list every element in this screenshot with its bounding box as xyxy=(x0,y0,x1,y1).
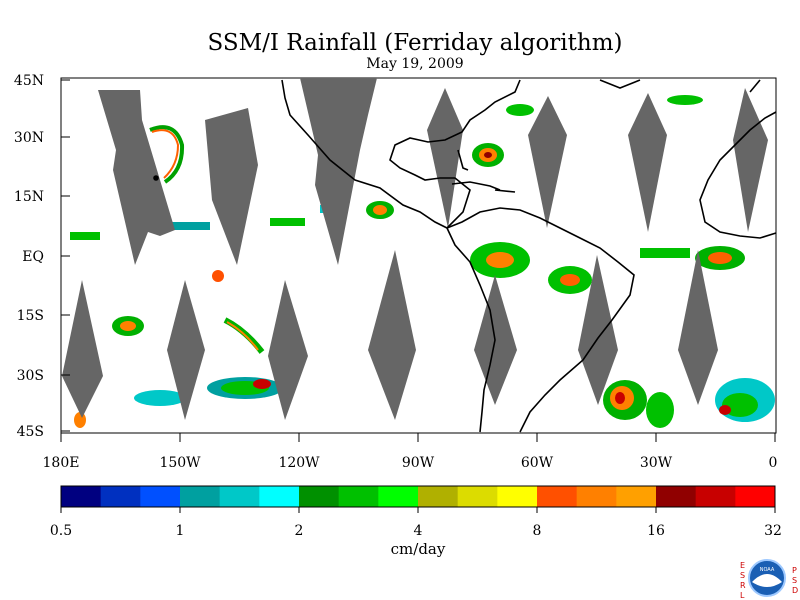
colorbar-swatch xyxy=(338,486,379,507)
colorbar-swatch xyxy=(576,486,617,507)
logo-letter: P xyxy=(792,566,797,575)
map-date: May 19, 2009 xyxy=(366,56,464,72)
colorbar-swatch xyxy=(418,486,459,507)
axis-ticks xyxy=(60,79,776,442)
colorbar-swatch xyxy=(61,486,102,507)
logo-letter: L xyxy=(740,591,745,600)
lat-label-45s: 45S xyxy=(16,424,44,440)
logo-letter: E xyxy=(740,561,745,570)
colorbar-label: 32 xyxy=(764,523,782,539)
colorbar-swatch xyxy=(180,486,221,507)
lat-label-30s: 30S xyxy=(16,368,44,384)
lat-label-15s: 15S xyxy=(16,308,44,324)
colorbar-swatch xyxy=(140,486,181,507)
coastlines xyxy=(153,79,777,433)
colorbar-label: 1 xyxy=(175,523,185,539)
lon-label-150w: 150W xyxy=(159,455,201,471)
swath-gaps xyxy=(62,78,768,420)
logo-letter: R xyxy=(740,581,746,590)
lat-label-30n: 30N xyxy=(13,130,44,146)
colorbar-label: 2 xyxy=(294,523,304,539)
lon-label-120w: 120W xyxy=(278,455,320,471)
colorbar-swatch xyxy=(537,486,578,507)
colorbar-swatch xyxy=(497,486,538,507)
noaa-bird xyxy=(752,574,782,587)
lon-label-0: 0 xyxy=(768,455,778,471)
colorbar-swatch xyxy=(695,486,736,507)
colorbar-swatch xyxy=(457,486,498,507)
colorbar-unit: cm/day xyxy=(390,540,446,558)
lon-label-90w: 90W xyxy=(401,455,435,471)
logo-letter: S xyxy=(740,571,745,580)
colorbar-label: 16 xyxy=(647,523,665,539)
colorbar-swatch xyxy=(100,486,141,507)
colorbar-swatch xyxy=(616,486,657,507)
colorbar-swatch xyxy=(735,486,776,507)
logo-letter: S xyxy=(792,576,797,585)
colorbar-label: 8 xyxy=(532,523,542,539)
lat-label-15n: 15N xyxy=(13,189,44,205)
lat-label-eq: EQ xyxy=(22,249,44,265)
colorbar-swatch xyxy=(299,486,340,507)
lat-label-45n: 45N xyxy=(13,73,44,89)
noaa-logo: E S R L NOAA P S D xyxy=(740,559,798,600)
colorbar-label: 4 xyxy=(413,523,423,539)
lon-label-30w: 30W xyxy=(639,455,673,471)
colorbar-label: 0.5 xyxy=(49,523,73,539)
colorbar-swatch xyxy=(656,486,697,507)
colorbar-swatch xyxy=(219,486,260,507)
rain-patches xyxy=(70,95,775,428)
noaa-text: NOAA xyxy=(760,567,775,573)
colorbar-swatch xyxy=(378,486,419,507)
colorbar-swatch xyxy=(259,486,300,507)
colorbar xyxy=(60,485,776,513)
lon-label-60w: 60W xyxy=(520,455,554,471)
map-title: SSM/I Rainfall (Ferriday algorithm) xyxy=(207,30,623,56)
logo-letter: D xyxy=(792,586,798,595)
lon-label-180e: 180E xyxy=(42,455,80,471)
